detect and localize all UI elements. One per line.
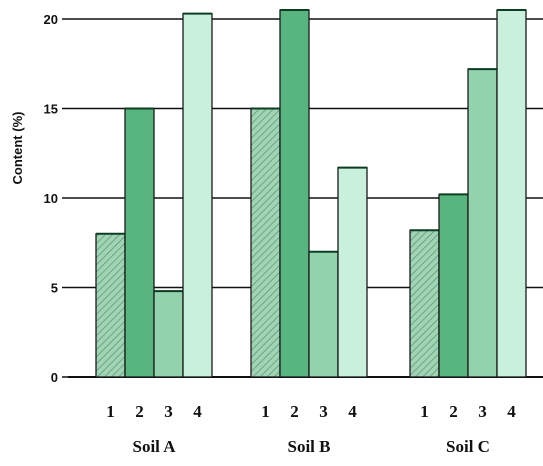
- category-label: 4: [348, 402, 357, 421]
- bar-soil-b-4: [337, 166, 368, 378]
- category-label: 1: [261, 402, 270, 421]
- category-label: 2: [290, 402, 299, 421]
- y-tick-label: 10: [44, 191, 58, 206]
- group-label: Soil B: [288, 437, 331, 456]
- y-tick-label: 0: [51, 370, 58, 385]
- bar-soil-a-3: [153, 290, 184, 378]
- bar-soil-b-2: [279, 9, 310, 378]
- category-label: 1: [420, 402, 429, 421]
- bars: [95, 9, 527, 378]
- bar-soil-b-3: [308, 251, 339, 378]
- bar-soil-c-3: [467, 68, 498, 378]
- category-label: 3: [164, 402, 173, 421]
- bar-soil-c-1: [409, 229, 440, 378]
- category-label: 1: [106, 402, 115, 421]
- y-axis-label: Content (%): [10, 112, 25, 185]
- category-label: 3: [478, 402, 487, 421]
- bar-soil-c-2: [438, 193, 469, 378]
- y-tick-label: 5: [51, 281, 58, 296]
- bar-soil-a-1: [95, 233, 126, 378]
- bar-soil-c-4: [496, 9, 527, 378]
- y-tick-label: 15: [44, 102, 58, 117]
- group-label: Soil C: [446, 437, 490, 456]
- bar-soil-a-2: [124, 107, 155, 378]
- axes: 0 5 10 15 20 1 2 3 4 Soil A 1 2 3 4 Soil B 1 2 3 4 Soil C: [44, 12, 517, 456]
- category-label: 2: [449, 402, 458, 421]
- y-tick-label: 20: [44, 12, 58, 27]
- category-label: 3: [319, 402, 328, 421]
- category-label: 4: [193, 402, 202, 421]
- bar-soil-a-4: [182, 12, 213, 378]
- group-label: Soil A: [133, 437, 177, 456]
- bar-soil-b-1: [250, 107, 281, 378]
- category-label: 4: [507, 402, 516, 421]
- category-label: 2: [135, 402, 144, 421]
